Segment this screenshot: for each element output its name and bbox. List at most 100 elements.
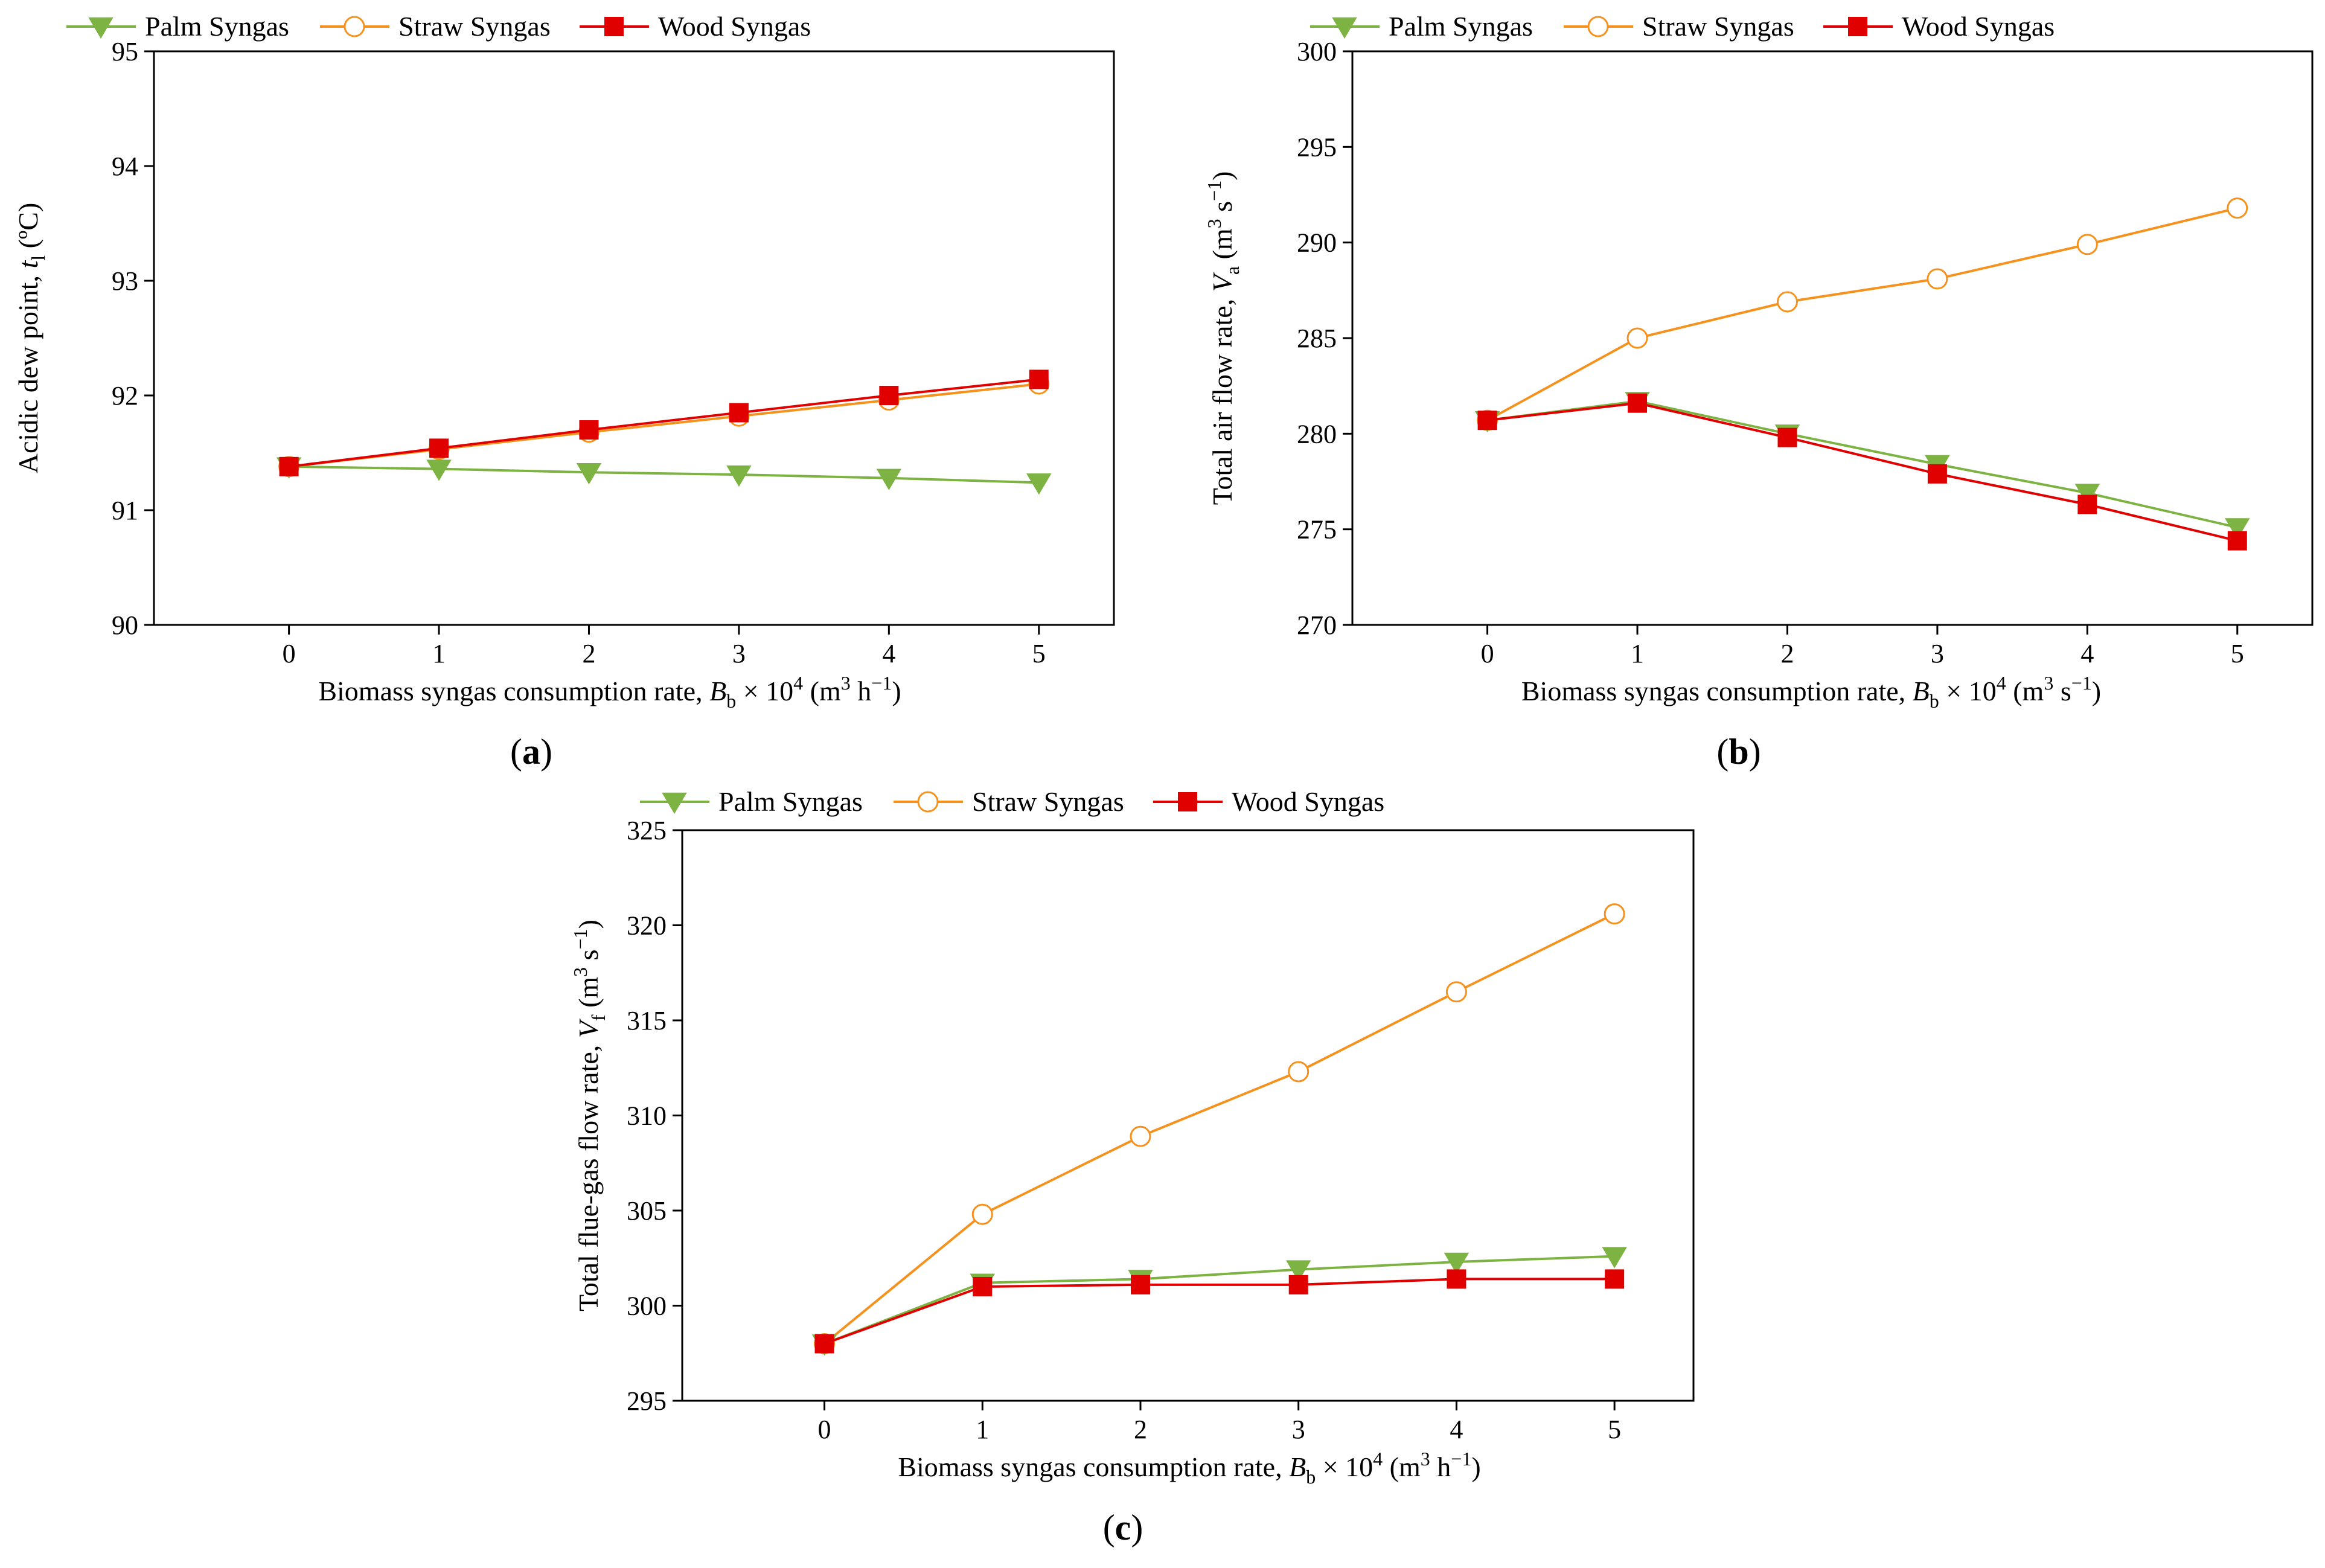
x-tick-label: 3 <box>1292 1415 1305 1444</box>
legend-marker <box>1178 792 1197 811</box>
y-tick-label: 310 <box>627 1101 667 1131</box>
y-tick-label: 320 <box>627 911 667 941</box>
data-point <box>1130 1125 1151 1147</box>
x-label-text: Biomass syngas consumption rate, <box>1521 676 1913 706</box>
legend-item: Wood Syngas <box>1823 11 2055 42</box>
y-label-unit-sup: 3 <box>569 967 591 977</box>
series-wood-syngas <box>814 1269 1625 1354</box>
data-point <box>876 469 902 490</box>
y-axis-label: Total flue-gas flow rate, Vf (m3 s−1) <box>569 920 609 1311</box>
x-label-sub: b <box>726 690 736 712</box>
x-label-text: Biomass syngas consumption rate, <box>898 1451 1289 1482</box>
panel-label: (b) <box>1716 732 1761 772</box>
series-line <box>1487 400 2238 529</box>
series-line <box>1487 402 2238 542</box>
data-point <box>2227 531 2247 551</box>
x-axis-label: Biomass syngas consumption rate, Bb × 10… <box>1521 672 2101 712</box>
data-point <box>729 403 749 423</box>
data-point <box>971 1203 993 1225</box>
y-axis-label: Total air flow rate, Va (m3 s−1) <box>1203 171 1243 505</box>
x-label-var: B <box>709 676 726 706</box>
data-point <box>279 456 299 476</box>
y-tick-label: 295 <box>627 1386 667 1416</box>
y-label-unit: (m <box>573 977 604 1015</box>
x-label-sup: 4 <box>793 672 803 694</box>
legend-item: Straw Syngas <box>894 786 1124 817</box>
legend: Palm Syngas Straw Syngas Wood Syngas <box>640 786 1384 817</box>
data-point <box>1029 370 1049 389</box>
y-tick-label: 290 <box>1297 228 1337 258</box>
x-label-mid: × 10 <box>736 676 793 706</box>
x-label-mid: × 10 <box>1939 676 1997 706</box>
x-label-unit: (m <box>2006 676 2044 706</box>
y-label-unit: ) <box>1207 171 1238 181</box>
y-label-sub: a <box>1221 266 1243 275</box>
y-label-text: Total air flow rate, <box>1207 292 1238 505</box>
data-point <box>973 1277 993 1296</box>
data-point <box>1130 1275 1150 1294</box>
panel-label-letter: a <box>522 732 540 772</box>
legend-marker <box>917 791 939 813</box>
plot-frame <box>681 829 1695 1402</box>
data-point <box>579 420 599 440</box>
legend-label: Straw Syngas <box>972 786 1124 817</box>
y-label-unit: (m <box>1207 228 1238 266</box>
y-label-text: Total flue-gas flow rate, <box>573 1038 604 1311</box>
y-label-sub: l <box>27 255 49 261</box>
data-point <box>1447 1269 1466 1289</box>
x-tick-label: 4 <box>1450 1415 1463 1444</box>
chart-panel-a: 90 91 92 93 94 95 0 1 2 3 4 5 Biomass syngas consump… <box>13 11 1115 772</box>
x-label-unit-sup: −1 <box>871 672 892 694</box>
y-tick-label: 93 <box>112 266 138 296</box>
y-tick-label: 315 <box>627 1006 667 1035</box>
x-label-unit: ) <box>1471 1451 1480 1482</box>
x-label-unit-sup: −1 <box>2071 672 2092 694</box>
x-label-unit: (m <box>1383 1451 1421 1482</box>
x-tick-label: 3 <box>732 639 746 668</box>
legend-marker <box>604 17 624 36</box>
x-label-sub: b <box>1930 690 1939 712</box>
data-point <box>1602 1247 1627 1269</box>
legend-marker <box>662 792 687 814</box>
y-label-unit-sup: −1 <box>1203 181 1225 201</box>
x-axis-label: Biomass syngas consumption rate, Bb × 10… <box>318 672 901 712</box>
legend-marker <box>88 17 114 39</box>
legend-marker <box>1332 17 1357 39</box>
panel-label-letter: c <box>1115 1508 1131 1547</box>
legend-item: Palm Syngas <box>66 11 289 42</box>
y-tick-label: 270 <box>1297 610 1337 640</box>
data-point <box>426 459 452 481</box>
legend-item: Wood Syngas <box>1153 786 1384 817</box>
y-tick-label: 94 <box>112 152 138 181</box>
x-tick-label: 3 <box>1931 639 1944 668</box>
x-tick-label: 5 <box>2231 639 2244 668</box>
y-tick-label: 285 <box>1297 324 1337 353</box>
data-point <box>1288 1275 1308 1294</box>
panel-label: (a) <box>510 732 552 772</box>
panel-label-paren: ( <box>1716 732 1729 772</box>
series-line <box>289 383 1039 468</box>
y-label-var: V <box>1207 272 1238 292</box>
x-label-unit: ) <box>2092 676 2101 706</box>
y-tick-label: 90 <box>112 610 138 640</box>
x-axis-label: Biomass syngas consumption rate, Bb × 10… <box>898 1448 1480 1488</box>
legend-item: Palm Syngas <box>640 786 863 817</box>
x-label-sub: b <box>1306 1466 1316 1488</box>
chart-panel-b: 270 275 280 285 290 295 300 0 1 2 3 4 5 Biomass synga… <box>1203 11 2314 772</box>
plot-frame <box>1351 50 2314 626</box>
data-point <box>1288 1061 1310 1083</box>
x-label-unit: (m <box>803 676 841 706</box>
series-wood-syngas <box>279 370 1049 476</box>
x-tick-label: 0 <box>283 639 296 668</box>
y-axis-label: Acidic dew point, tl (ºC) <box>13 203 49 474</box>
legend-label: Palm Syngas <box>718 786 863 817</box>
y-label-var: t <box>13 260 43 268</box>
data-point <box>429 438 449 458</box>
panel-label-paren: ( <box>510 732 522 772</box>
legend-label: Straw Syngas <box>1642 11 1794 42</box>
series-line <box>824 1278 1615 1345</box>
legend-item: Wood Syngas <box>580 11 811 42</box>
legend-label: Wood Syngas <box>1902 11 2055 42</box>
panel-label-paren: ) <box>540 732 552 772</box>
